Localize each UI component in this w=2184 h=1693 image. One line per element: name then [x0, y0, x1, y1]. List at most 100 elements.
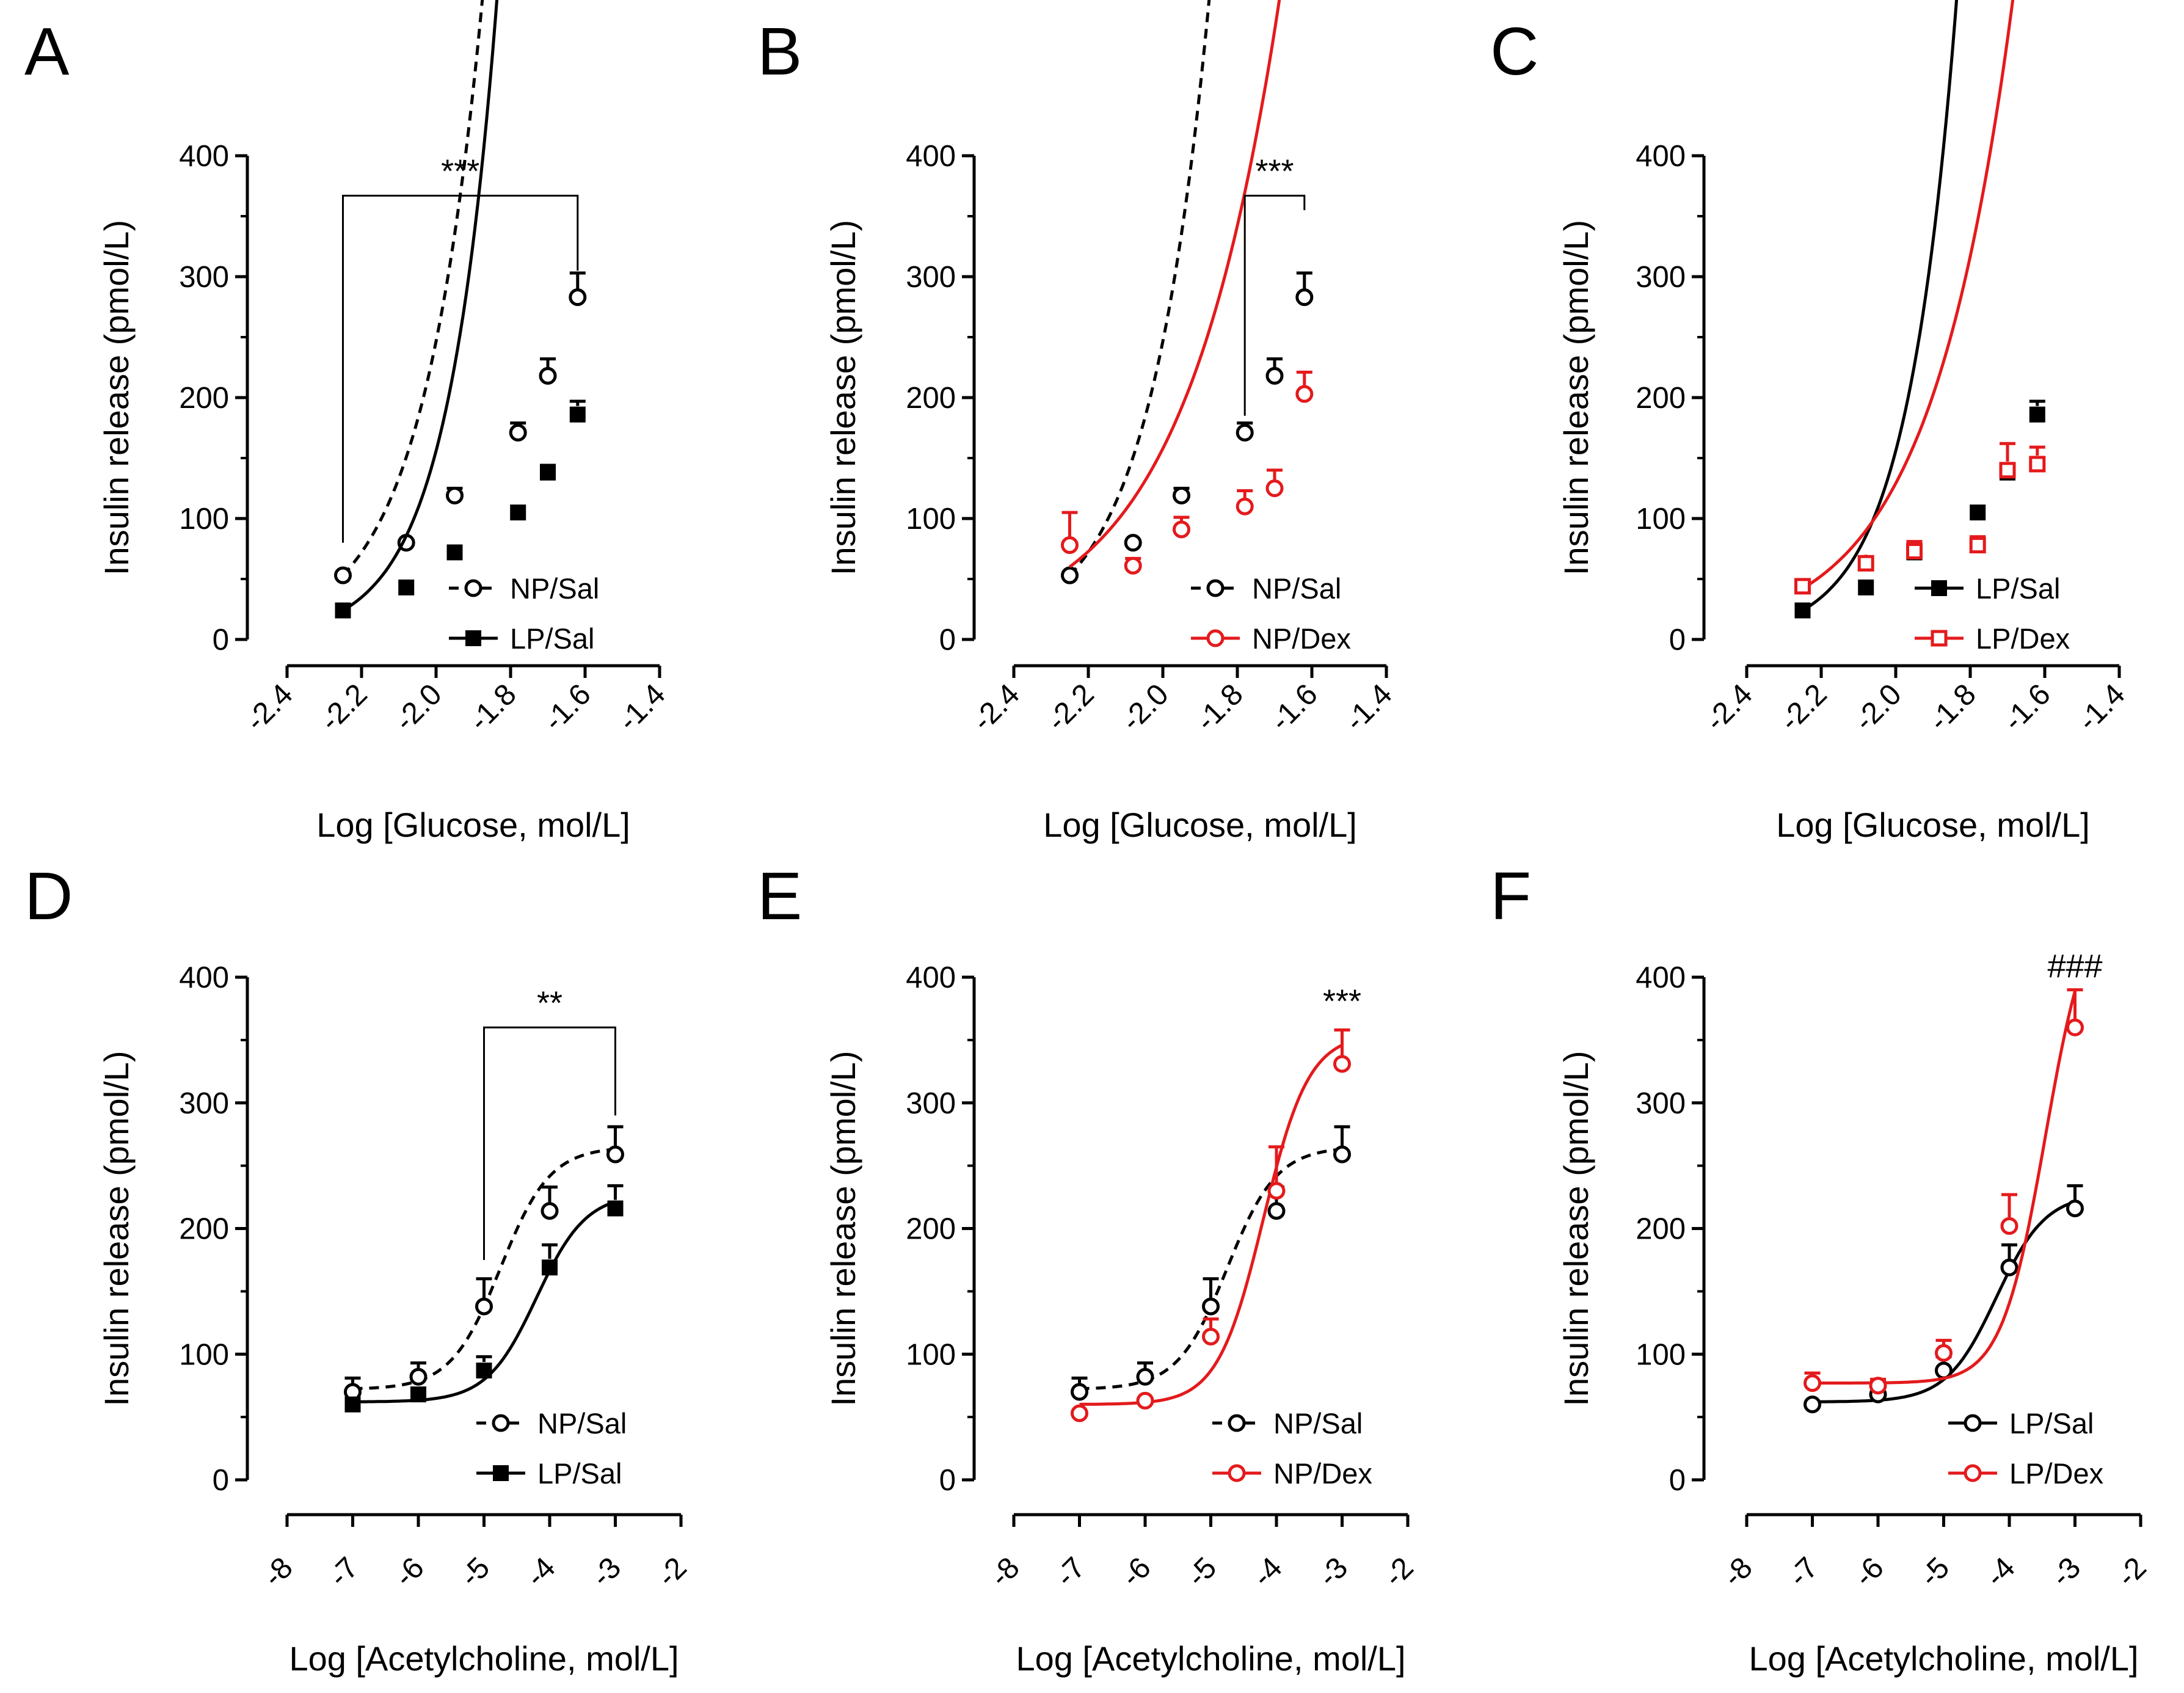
panel-E: E 0 100 200 300 400 Insulin release (pmol/L) -8… [757, 859, 1420, 1678]
y-tick-label: 300 [1636, 261, 1686, 294]
data-point [1295, 385, 1314, 403]
panel-D: D 0 100 200 300 400 Insulin release (pmol/L) -8… [24, 859, 693, 1678]
fit-curve [1812, 991, 2077, 1385]
y-tick-label: 400 [906, 961, 956, 994]
data-point [510, 504, 526, 521]
x-tick-label: -2.0 [1115, 678, 1175, 738]
data-point [1202, 1327, 1220, 1345]
y-tick-label: 0 [1669, 1464, 1686, 1497]
y-tick-label: 200 [179, 1213, 229, 1246]
panel-letter: A [24, 14, 70, 89]
panel-letter: F [1490, 859, 1531, 934]
x-tick-label: -1.6 [1997, 678, 2057, 738]
legend-marker [1228, 1464, 1246, 1482]
x-tick-label: -2.4 [239, 678, 299, 738]
y-tick-label: 100 [179, 503, 229, 536]
series-np-sal [1061, 0, 1314, 584]
fit-curve [1068, 0, 1281, 569]
y-axis-label: Insulin release (pmol/L) [1557, 220, 1595, 575]
series-np-dex [1071, 1028, 1351, 1422]
data-point [569, 288, 587, 307]
x-tick-label: -1.6 [537, 678, 597, 738]
data-point [1804, 1374, 1821, 1393]
data-point [1969, 537, 1986, 554]
y-tick-label: 300 [1636, 1087, 1686, 1120]
data-point [2029, 456, 2046, 473]
data-point [540, 464, 556, 481]
y-tick-label: 400 [179, 961, 229, 994]
y-tick-label: 200 [906, 382, 956, 415]
panel-letter: D [24, 859, 73, 934]
x-tick-label: -4 [1247, 1551, 1289, 1593]
data-point [539, 366, 557, 385]
data-point [541, 1202, 559, 1220]
x-tick-label: -2.0 [388, 678, 448, 738]
x-tick-label: -2.2 [1774, 678, 1833, 738]
x-tick-label: -8 [984, 1551, 1026, 1593]
x-tick-label: -7 [1782, 1551, 1824, 1593]
panel-letter: E [757, 859, 802, 934]
x-tick-label: -3 [585, 1551, 627, 1593]
y-tick-label: 400 [906, 140, 956, 173]
data-point [1906, 542, 1923, 559]
x-tick-label: -2 [651, 1551, 693, 1593]
legend-label: NP/Sal [1273, 1407, 1363, 1440]
y-tick-label: 400 [179, 140, 229, 173]
data-point [1071, 1404, 1088, 1422]
y-tick-label: 300 [179, 1087, 229, 1120]
x-axis-label: Log [Glucose, mol/L] [316, 806, 630, 844]
x-axis-label: Log [Acetylcholine, mol/L] [289, 1639, 679, 1678]
y-tick-label: 400 [1636, 140, 1686, 173]
significance-bracket [483, 1026, 616, 1260]
data-point [1071, 1383, 1088, 1401]
legend-label: NP/Dex [1252, 622, 1351, 655]
legend-marker [1206, 629, 1225, 647]
fit-curve [342, 0, 499, 612]
x-tick-label: -5 [1913, 1551, 1956, 1593]
y-tick-label: 200 [906, 1213, 956, 1246]
x-tick-label: -5 [1181, 1551, 1223, 1593]
x-tick-label: -1.8 [1190, 678, 1250, 738]
significance-label: ### [2047, 948, 2102, 985]
x-tick-label: -2.2 [1041, 678, 1101, 738]
x-tick-label: -1.4 [612, 678, 672, 738]
legend-label: LP/Dex [1976, 622, 2070, 655]
panel-B: B 0 100 200 300 400 Insulin release (pmol/L) -2… [757, 0, 1399, 844]
y-tick-label: 300 [906, 1087, 956, 1120]
fit-curve [1079, 1043, 1343, 1406]
panel-letter: B [757, 14, 802, 89]
y-tick-label: 0 [1669, 624, 1686, 657]
data-point [1333, 1145, 1351, 1163]
y-tick-label: 0 [939, 1464, 956, 1497]
x-tick-label: -7 [1049, 1551, 1091, 1593]
y-tick-label: 200 [179, 382, 229, 415]
data-point [1999, 462, 2016, 479]
fit-curve [1802, 0, 1959, 612]
legend-marker [1206, 579, 1225, 597]
legend-marker [1931, 630, 1948, 647]
data-point [344, 1396, 361, 1413]
data-point [2066, 1200, 2084, 1218]
x-tick-label: -2.0 [1848, 678, 1908, 738]
x-tick-label: -8 [257, 1551, 299, 1593]
panel-F: F 0 100 200 300 400 Insulin release (pmol/L) -8… [1490, 859, 2153, 1678]
y-axis-label: Insulin release (pmol/L) [97, 1050, 136, 1406]
x-tick-label: -7 [322, 1551, 365, 1593]
x-tick-label: -2.4 [1699, 678, 1759, 738]
x-tick-label: -2 [2111, 1551, 2153, 1593]
legend-label: LP/Sal [1976, 572, 2060, 605]
data-point [1173, 486, 1190, 504]
legend-label: NP/Sal [510, 572, 599, 605]
data-point [606, 1145, 624, 1163]
legend-label: LP/Dex [2009, 1457, 2103, 1490]
x-tick-label: -4 [520, 1551, 562, 1593]
data-point [2000, 1258, 2018, 1276]
legend-marker [1931, 580, 1947, 596]
data-point [446, 486, 464, 504]
y-tick-label: 0 [939, 624, 956, 657]
legend-label: NP/Sal [1252, 572, 1341, 605]
data-point [1267, 1202, 1286, 1220]
x-axis-label: Log [Glucose, mol/L] [1776, 806, 2090, 844]
series-lp-sal [335, 0, 586, 619]
